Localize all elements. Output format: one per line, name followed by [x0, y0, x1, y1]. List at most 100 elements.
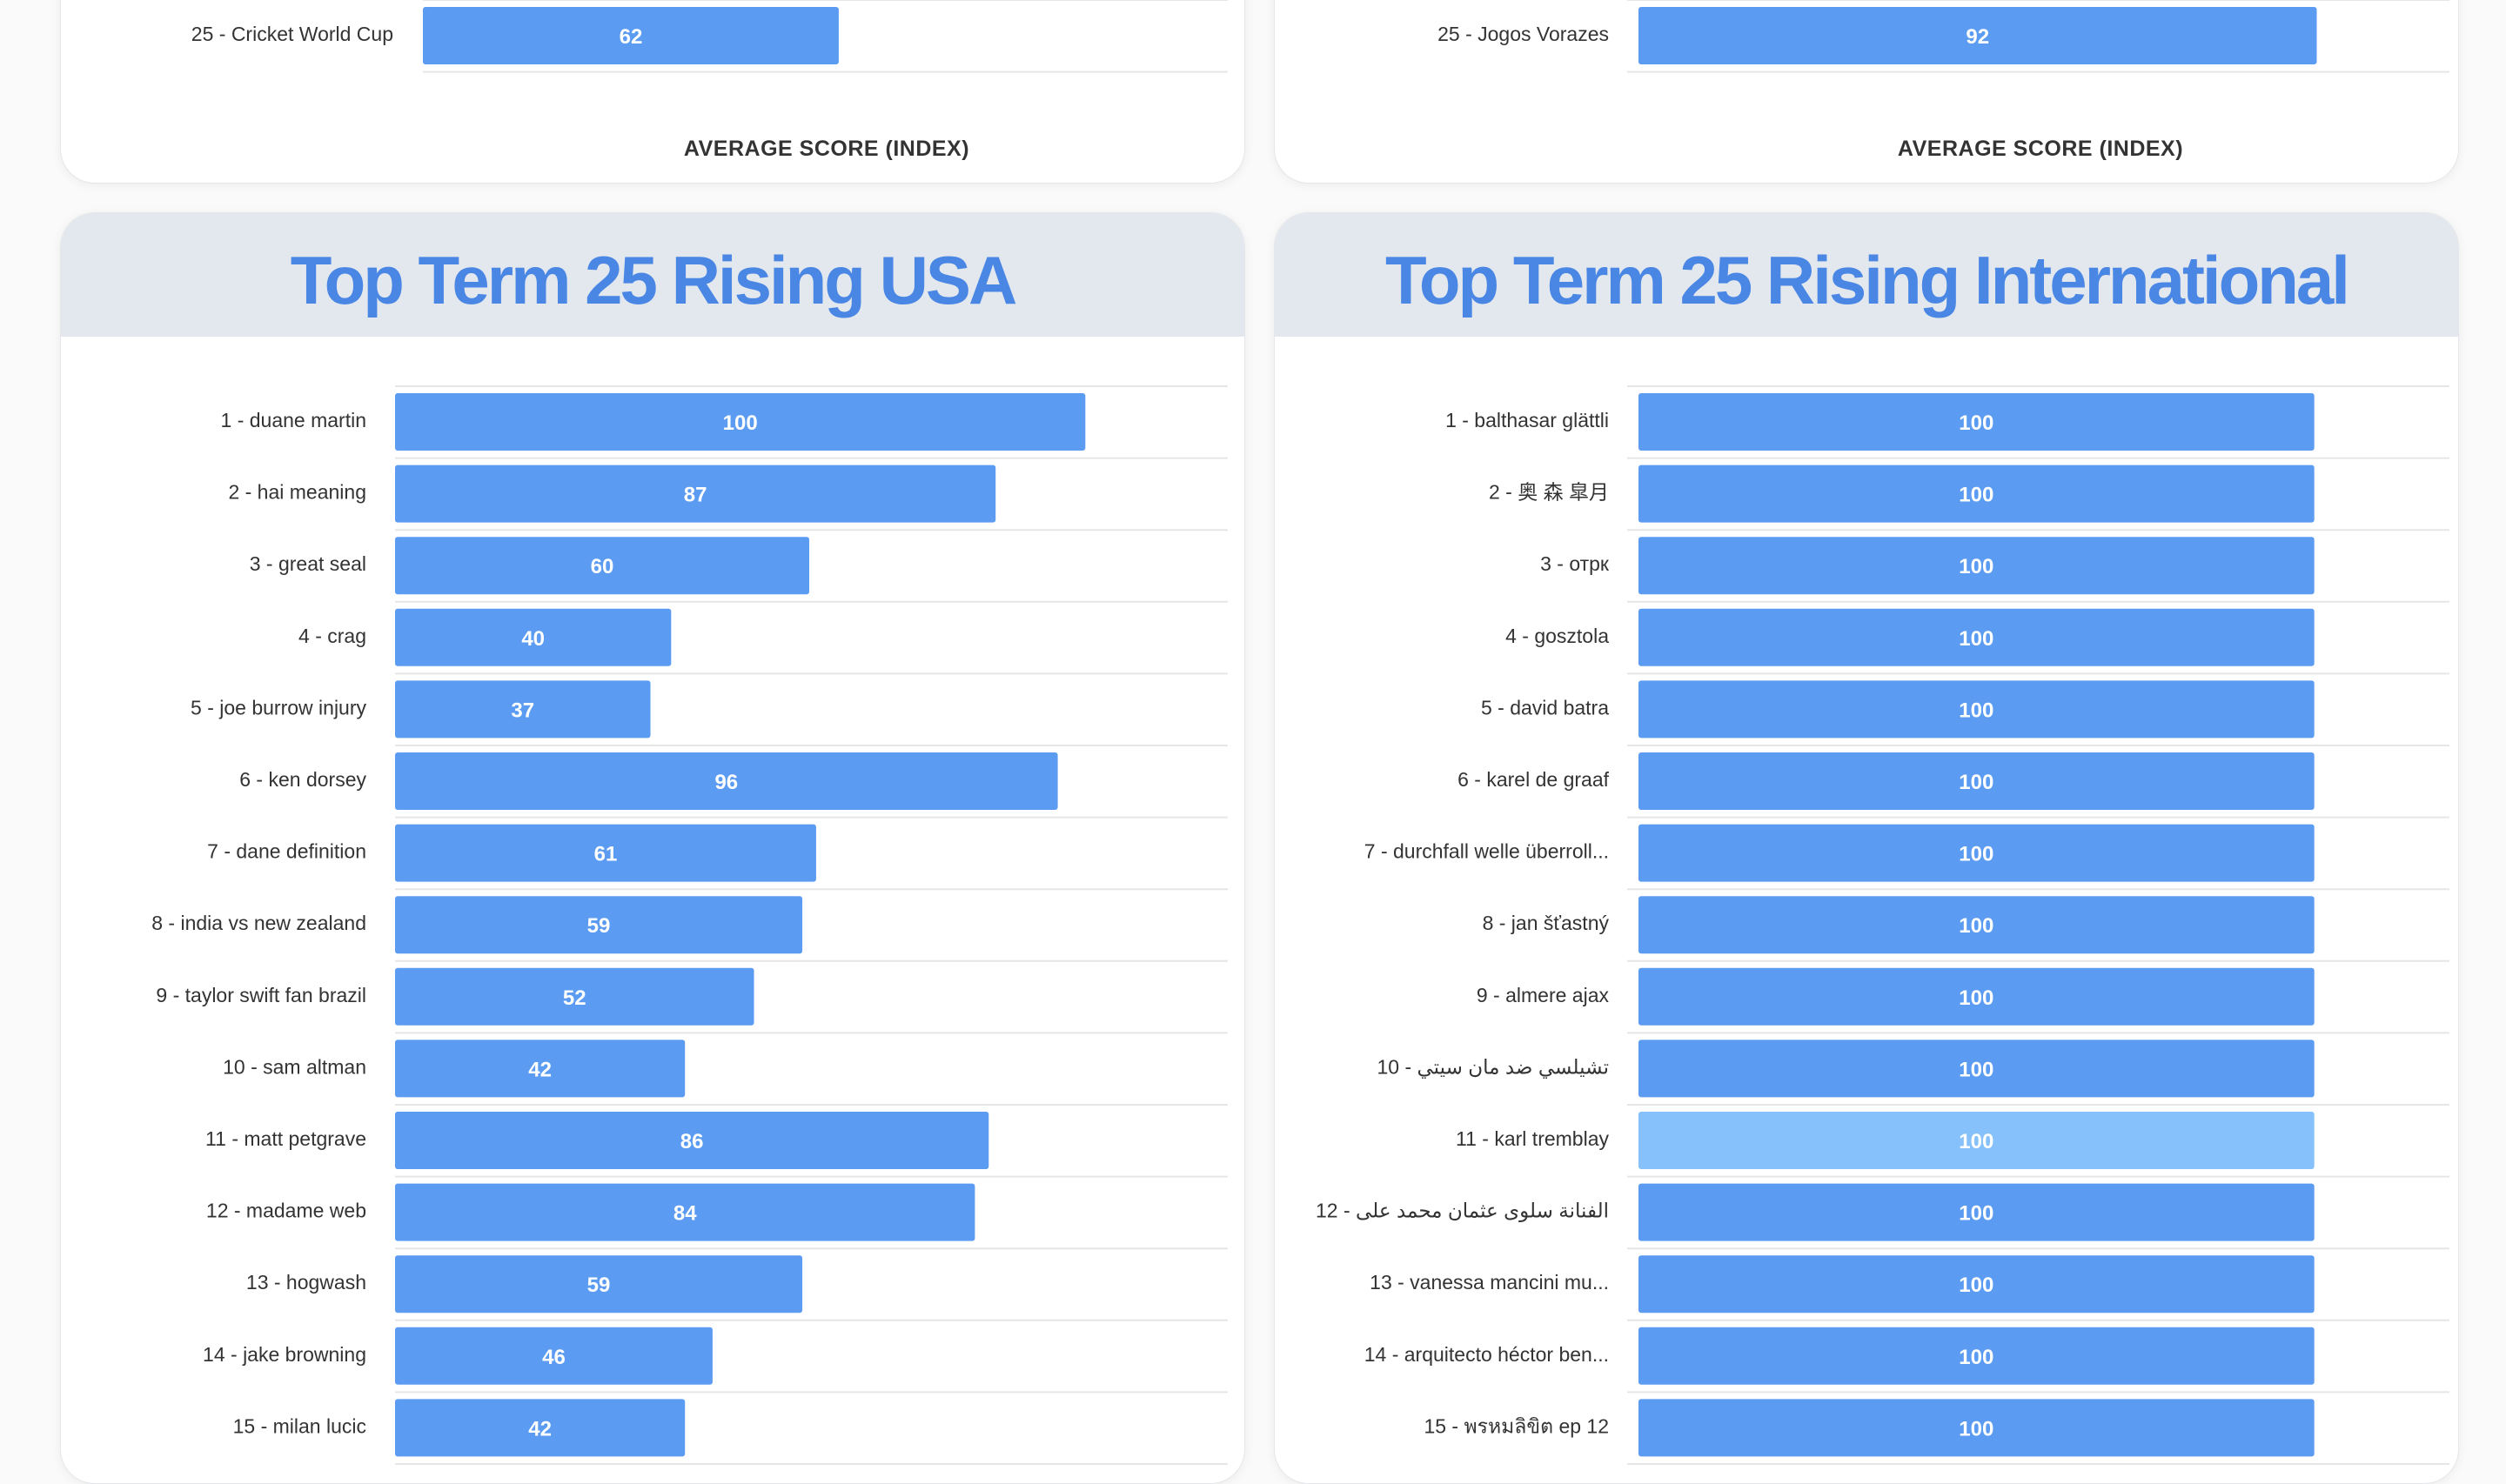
category-label: 10 - تشيلسي ضد مان سيتي — [1377, 1055, 1609, 1079]
bar — [395, 967, 754, 1026]
bar-value-label: 100 — [1959, 1202, 1993, 1226]
bar — [395, 393, 1086, 451]
bar-value-label: 59 — [587, 914, 611, 938]
bar-value-label: 52 — [563, 986, 586, 1010]
category-label: 6 - ken dorsey — [239, 768, 366, 791]
category-label: 9 - taylor swift fan brazil — [156, 984, 366, 1006]
bar-value-label: 100 — [1959, 484, 1993, 507]
category-label: 5 - david batra — [1481, 696, 1609, 719]
bar-value-label: 84 — [673, 1202, 697, 1226]
bar — [1638, 7, 2317, 64]
bar — [1638, 393, 2315, 451]
category-label: 8 - india vs new zealand — [151, 912, 366, 934]
category-label: 25 - Cricket World Cup — [191, 23, 393, 45]
bar-value-label: 61 — [594, 843, 618, 866]
category-label: 6 - karel de graaf — [1457, 768, 1609, 791]
bar-value-label: 100 — [1959, 555, 1993, 578]
category-label: 14 - arquitecto héctor ben... — [1364, 1343, 1609, 1366]
category-label: 15 - พรหมลิขิต ep 12 — [1424, 1414, 1609, 1437]
category-label: 2 - 奥 森 皐月 — [1489, 481, 1609, 504]
bar — [395, 1327, 713, 1385]
bar-value-label: 62 — [620, 25, 643, 49]
bar-value-label: 100 — [1959, 986, 1993, 1010]
bar-value-label: 100 — [1959, 1058, 1993, 1081]
bar-chart-cricket: 62 25 - Cricket World Cup — [191, 0, 1228, 73]
bar-value-label: 100 — [1959, 1417, 1993, 1441]
x-axis-title: AVERAGE SCORE (INDEX) — [683, 137, 970, 161]
bar-value-label: 100 — [1959, 1346, 1993, 1369]
bar-value-label: 100 — [1959, 914, 1993, 938]
bar-chart-jogos: 92 25 - Jogos Vorazes — [1437, 0, 2449, 73]
bar — [1638, 537, 2315, 595]
bar-value-label: 100 — [1959, 771, 1993, 794]
x-axis-title: AVERAGE SCORE (INDEX) — [1897, 137, 2184, 161]
bar — [395, 537, 809, 595]
bar — [423, 7, 839, 64]
bar-value-label: 100 — [1959, 1273, 1993, 1297]
bar — [1638, 824, 2315, 882]
category-label: 2 - hai meaning — [228, 481, 366, 504]
bar — [395, 465, 996, 523]
category-label: 12 - الفنانة سلوى عثمان محمد على — [1316, 1200, 1609, 1223]
bar — [395, 1112, 989, 1169]
bar — [1638, 680, 2315, 739]
bar-value-label: 100 — [1959, 1130, 1993, 1153]
category-label: 4 - crag — [298, 625, 366, 647]
category-label: 15 - milan lucic — [233, 1414, 366, 1437]
bar-chart-rising-usa: 100 1 - duane martin 87 2 - hai meaning 60 3 … — [151, 385, 1228, 1465]
category-label: 12 - madame web — [206, 1200, 366, 1222]
bar — [395, 1039, 686, 1098]
category-label: 3 - отрк — [1540, 552, 1610, 575]
bar — [1638, 752, 2315, 810]
bar — [1638, 896, 2315, 954]
bar-value-label: 37 — [511, 699, 534, 722]
bar — [1638, 1255, 2315, 1314]
bar — [395, 896, 803, 954]
chart-title: Top Term 25 Rising International — [1385, 241, 2350, 318]
bar-value-label: 100 — [1959, 411, 1993, 435]
bar — [395, 1255, 803, 1314]
bar — [395, 824, 816, 882]
bar-value-label: 40 — [521, 627, 545, 651]
category-label: 14 - jake browning — [203, 1343, 366, 1366]
bar — [1638, 1327, 2315, 1385]
bar-value-label: 100 — [723, 411, 758, 435]
category-label: 7 - durchfall welle überroll... — [1364, 840, 1609, 863]
bar-value-label: 96 — [714, 771, 738, 794]
bar — [395, 752, 1058, 810]
category-label: 1 - duane martin — [221, 409, 366, 431]
bar-value-label: 42 — [528, 1417, 552, 1441]
category-label: 11 - karl tremblay — [1456, 1127, 1609, 1150]
chart-title: Top Term 25 Rising USA — [290, 241, 1018, 318]
bar-value-label: 46 — [542, 1346, 566, 1369]
category-label: 8 - jan šťastný — [1483, 912, 1610, 934]
bar — [1638, 465, 2315, 523]
bar — [395, 1183, 975, 1241]
bar — [1638, 1183, 2315, 1241]
bar — [395, 680, 651, 739]
bar-value-label: 86 — [680, 1130, 704, 1153]
bar-value-label: 87 — [684, 484, 707, 507]
card-header — [1275, 213, 2458, 337]
bar — [1638, 1039, 2315, 1098]
bar-value-label: 92 — [1966, 25, 1989, 49]
bar-value-label: 100 — [1959, 843, 1993, 866]
category-label: 5 - joe burrow injury — [191, 696, 366, 719]
category-label: 13 - vanessa mancini mu... — [1370, 1271, 1609, 1293]
bar-value-label: 100 — [1959, 699, 1993, 722]
card-header — [61, 213, 1244, 337]
category-label: 1 - balthasar glättli — [1445, 409, 1609, 431]
bar-value-label: 42 — [528, 1058, 552, 1081]
bar-value-label: 60 — [591, 555, 614, 578]
bar-value-label: 59 — [587, 1273, 611, 1297]
category-label: 11 - matt petgrave — [205, 1127, 366, 1150]
bar-value-label: 100 — [1959, 627, 1993, 651]
category-label: 7 - dane definition — [207, 840, 366, 863]
bar — [1638, 608, 2315, 666]
category-label: 4 - gosztola — [1505, 625, 1609, 647]
bar-chart-rising-intl: 100 1 - balthasar glättli 100 2 - 奥 森 皐月 100… — [1316, 385, 2449, 1465]
category-label: 25 - Jogos Vorazes — [1437, 23, 1609, 45]
category-label: 13 - hogwash — [246, 1271, 366, 1293]
category-label: 9 - almere ajax — [1477, 984, 1610, 1006]
bar — [1638, 967, 2315, 1026]
